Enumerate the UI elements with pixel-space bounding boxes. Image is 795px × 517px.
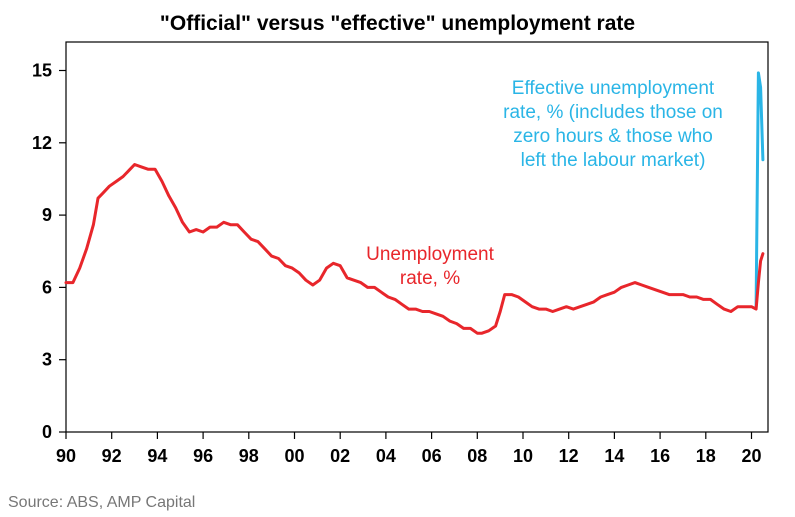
x-tick-label: 12 xyxy=(559,446,579,466)
source-note: Source: ABS, AMP Capital xyxy=(8,494,196,511)
chart-series xyxy=(64,71,765,335)
annotation-unemployment-rate: Unemployment xyxy=(366,244,494,265)
chart-annotations: Unemployment rate, % Effective unemploymen… xyxy=(366,78,723,289)
x-tick-label: 90 xyxy=(56,446,76,466)
y-tick-label: 12 xyxy=(32,133,52,153)
y-tick-label: 3 xyxy=(42,350,52,370)
chart-title: "Official" versus "effective" unemployme… xyxy=(159,12,636,35)
annotation-unemployment-rate: rate, % xyxy=(400,268,460,289)
x-tick-label: 96 xyxy=(193,446,213,466)
y-tick-label: 0 xyxy=(42,422,52,442)
x-tick-label: 08 xyxy=(467,446,487,466)
x-tick-label: 16 xyxy=(650,446,670,466)
x-tick-label: 02 xyxy=(330,446,350,466)
plot-frame xyxy=(65,41,769,433)
series-line-effective-unemployment-rate xyxy=(754,71,765,309)
x-tick-label: 98 xyxy=(239,446,259,466)
annotation-effective-unemployment-rate: Effective unemployment xyxy=(512,78,715,99)
annotation-effective-unemployment-rate: rate, % (includes those on xyxy=(503,102,723,123)
x-tick-label: 00 xyxy=(284,446,304,466)
x-tick-label: 94 xyxy=(147,446,167,466)
x-tick-label: 92 xyxy=(102,446,122,466)
y-tick-label: 9 xyxy=(42,205,52,225)
series-line-unemployment-rate xyxy=(64,163,765,335)
y-tick-label: 15 xyxy=(32,61,52,81)
annotation-effective-unemployment-rate: left the labour market) xyxy=(521,150,706,171)
chart-axes xyxy=(65,41,769,433)
x-tick-label: 18 xyxy=(696,446,716,466)
y-tick-label: 6 xyxy=(42,277,52,297)
x-tick-label: 06 xyxy=(422,446,442,466)
x-tick-label: 10 xyxy=(513,446,533,466)
x-tick-label: 04 xyxy=(376,446,396,466)
x-tick-label: 20 xyxy=(741,446,761,466)
annotation-effective-unemployment-rate: zero hours & those who xyxy=(513,126,713,147)
chart-ticks: 0 3 6 9 12 15 90 92 94 96 98 00 02 04 06 08 10 12 14 16 18 20 xyxy=(32,61,762,467)
x-tick-label: 14 xyxy=(604,446,624,466)
